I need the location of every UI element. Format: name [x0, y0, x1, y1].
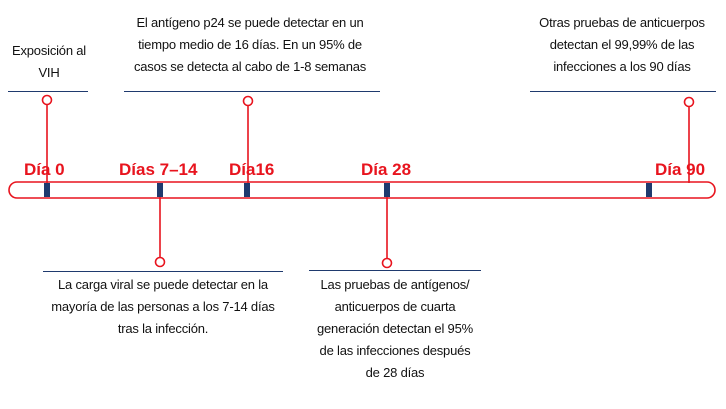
pin-viral-load: [154, 256, 166, 268]
day-label-0: Día 0: [24, 160, 65, 179]
rule-p24: [124, 91, 380, 92]
note-exposure: Exposición al VIH: [12, 43, 86, 80]
note-fourth-gen: Las pruebas de antígenos/ anticuerpos de…: [317, 277, 473, 380]
day-label-28: Día 28: [361, 160, 412, 179]
day-label-7-14: Días 7–14: [119, 160, 198, 179]
tick-day-0: [44, 183, 50, 197]
tick-day-90: [646, 183, 652, 197]
tick-day-28: [384, 183, 390, 197]
timeline-bar: [8, 181, 716, 199]
rule-exposure: [8, 91, 88, 92]
rule-antibodies: [530, 91, 716, 92]
tick-day-16: [244, 183, 250, 197]
rule-fourth-gen: [309, 270, 481, 271]
pin-exposure: [41, 94, 53, 106]
note-antibodies: Otras pruebas de anticuerpos detectan el…: [539, 15, 705, 74]
day-label-16: Día16: [229, 160, 275, 179]
rule-viral-load: [43, 271, 283, 272]
pin-antibodies: [683, 96, 695, 108]
day-label-90: Día 90: [655, 160, 706, 179]
pin-p24: [242, 95, 254, 107]
pin-fourth-gen: [381, 257, 393, 269]
note-viral-load: La carga viral se puede detectar en la m…: [51, 277, 275, 336]
tick-day-7-14: [157, 183, 163, 197]
note-p24: El antígeno p24 se puede detectar en un …: [133, 15, 367, 74]
